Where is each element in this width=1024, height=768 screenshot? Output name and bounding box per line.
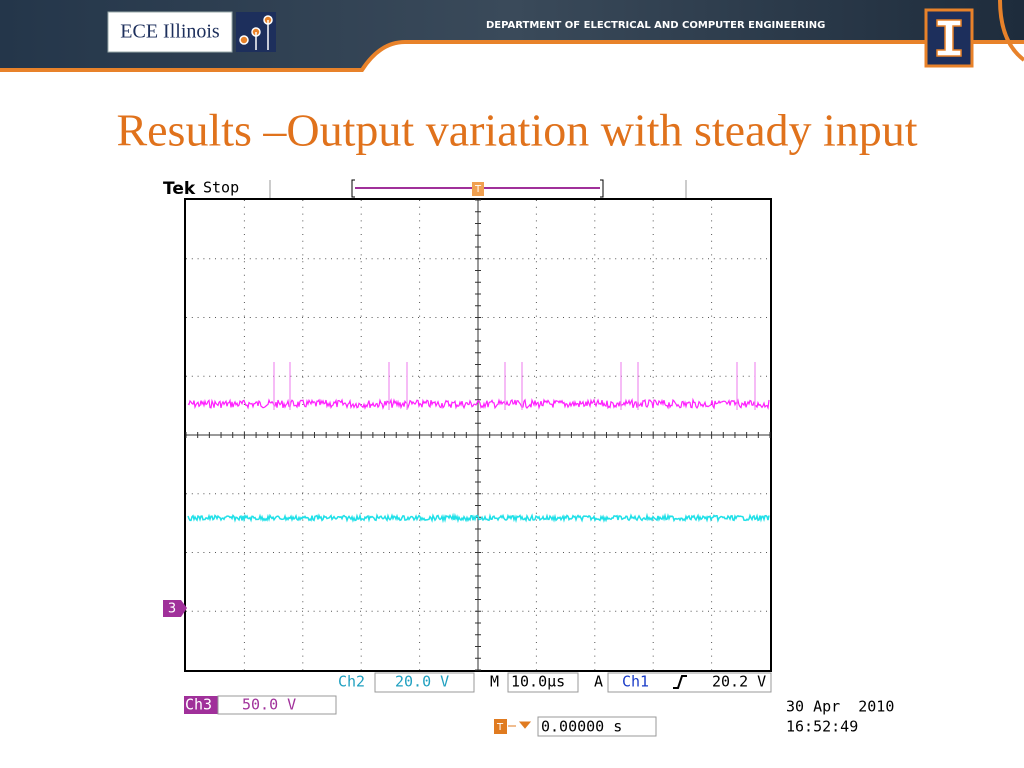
ch2-label: Ch2: [338, 673, 365, 691]
trigger-marker-label: T: [474, 184, 482, 195]
edge-icon: [673, 675, 687, 689]
trigger-marker: [494, 719, 507, 734]
department: DEPARTMENT OF ELECTRICAL AND COMPUTER EN…: [486, 20, 825, 31]
ch3-badge: [184, 696, 218, 714]
readout-box: [537, 716, 657, 737]
ch2-scale: 20.0 V: [395, 673, 449, 691]
logo-box: [107, 11, 233, 53]
channel-marker-label: 3: [168, 602, 176, 617]
date: 30 Apr 2010: [786, 698, 894, 716]
readout-box: [507, 672, 579, 693]
trigger-level: 20.2 V: [712, 673, 766, 691]
brand: Tek: [163, 179, 196, 199]
channel-marker: [163, 600, 181, 617]
slide-title: Results –Output variation with steady in…: [116, 105, 917, 156]
university-logo: [924, 8, 974, 68]
graticule: [185, 199, 771, 671]
trace: [187, 512, 770, 524]
trigger-pos-arrow: [508, 721, 532, 729]
readout-box: [217, 695, 337, 715]
trigger-marker-label: T: [496, 722, 504, 733]
trace: [187, 397, 770, 410]
header: ECE Illinois DEPARTMENT OF ELECTRICAL AN…: [0, 0, 1024, 72]
status: Stop: [203, 179, 239, 197]
readout-box: [607, 672, 772, 693]
trigger-position: 0.00000 s: [541, 718, 622, 736]
logo-dots: [236, 12, 276, 52]
waveforms: [187, 362, 770, 524]
timebase-scale: 10.0µs: [511, 673, 565, 691]
time: 16:52:49: [786, 718, 858, 736]
trigger-marker: [472, 182, 484, 196]
trigger-label: A: [594, 673, 603, 691]
trigger-source: Ch1: [622, 673, 649, 691]
banner-stripe: [0, 40, 1024, 72]
channel-marker-arrow: [181, 600, 187, 617]
readout-box: [374, 672, 475, 693]
record-bracket: [351, 179, 604, 198]
ch3-scale: 50.0 V: [242, 696, 296, 714]
logo-text: ECE Illinois: [120, 21, 220, 43]
timebase-label: M: [490, 673, 499, 691]
ch3-label: Ch3: [185, 696, 212, 714]
banner-arc: [998, 0, 1024, 62]
